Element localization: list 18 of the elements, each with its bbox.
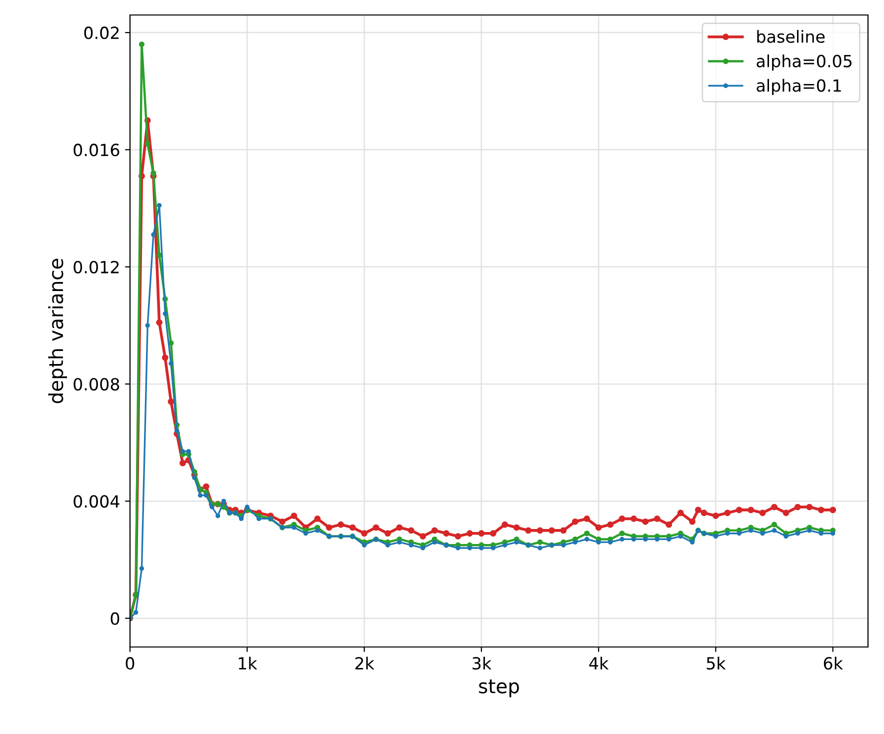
- x-tick-label: 3k: [472, 656, 492, 670]
- y-tick-label: 0.004: [74, 495, 120, 508]
- y-axis-title: depth variance: [48, 258, 68, 404]
- y-tick-label: 0.008: [74, 378, 120, 391]
- y-tick-label: 0.016: [74, 144, 120, 156]
- legend-label: alpha=0.1: [756, 78, 841, 96]
- legend-label: baseline: [757, 30, 825, 43]
- x-tick-label: 0: [126, 657, 134, 670]
- x-tick-label: 5k: [706, 656, 726, 670]
- x-tick-label: 1k: [238, 656, 258, 670]
- y-tick-label: 0.012: [74, 260, 119, 274]
- x-tick-label: 4k: [589, 656, 609, 670]
- x-tick-label: 6k: [824, 656, 843, 670]
- y-tick-label: 0: [110, 612, 120, 625]
- y-tick-label: 0.02: [84, 26, 119, 40]
- x-tick-label: 2k: [355, 656, 374, 670]
- legend-label: alpha=0.05: [756, 54, 852, 71]
- x-axis-title: step: [479, 680, 519, 698]
